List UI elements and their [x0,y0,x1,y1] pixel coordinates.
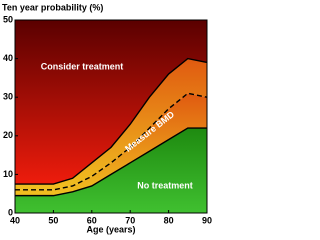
y-tick-label: 30 [3,92,13,102]
area-band [15,128,207,213]
chart: Ten year probability (%) Age (years) 0 10… [2,2,212,234]
chart-title: Ten year probability (%) [2,2,103,12]
y-tick-label: 20 [3,130,13,140]
threshold-line [15,92,208,191]
area-band [15,58,207,190]
region-label: Consider treatment [41,61,124,71]
x-tick-label: 40 [10,215,20,225]
x-tick-label: 50 [48,215,58,225]
x-tick-label: 70 [125,215,135,225]
x-tick-label: 60 [87,215,97,225]
x-tick-label: 90 [202,215,212,225]
x-axis-label: Age (years) [86,224,135,234]
threshold-line [15,57,208,185]
threshold-line [15,127,207,197]
y-tick-label: 0 [8,207,13,217]
region-label: No treatment [137,180,193,190]
y-tick-label: 10 [3,169,13,179]
plot-frame [14,19,208,214]
y-tick-label: 50 [3,14,13,24]
area-top [15,20,207,185]
x-tick-label: 80 [164,215,174,225]
y-tick-label: 40 [3,53,13,63]
